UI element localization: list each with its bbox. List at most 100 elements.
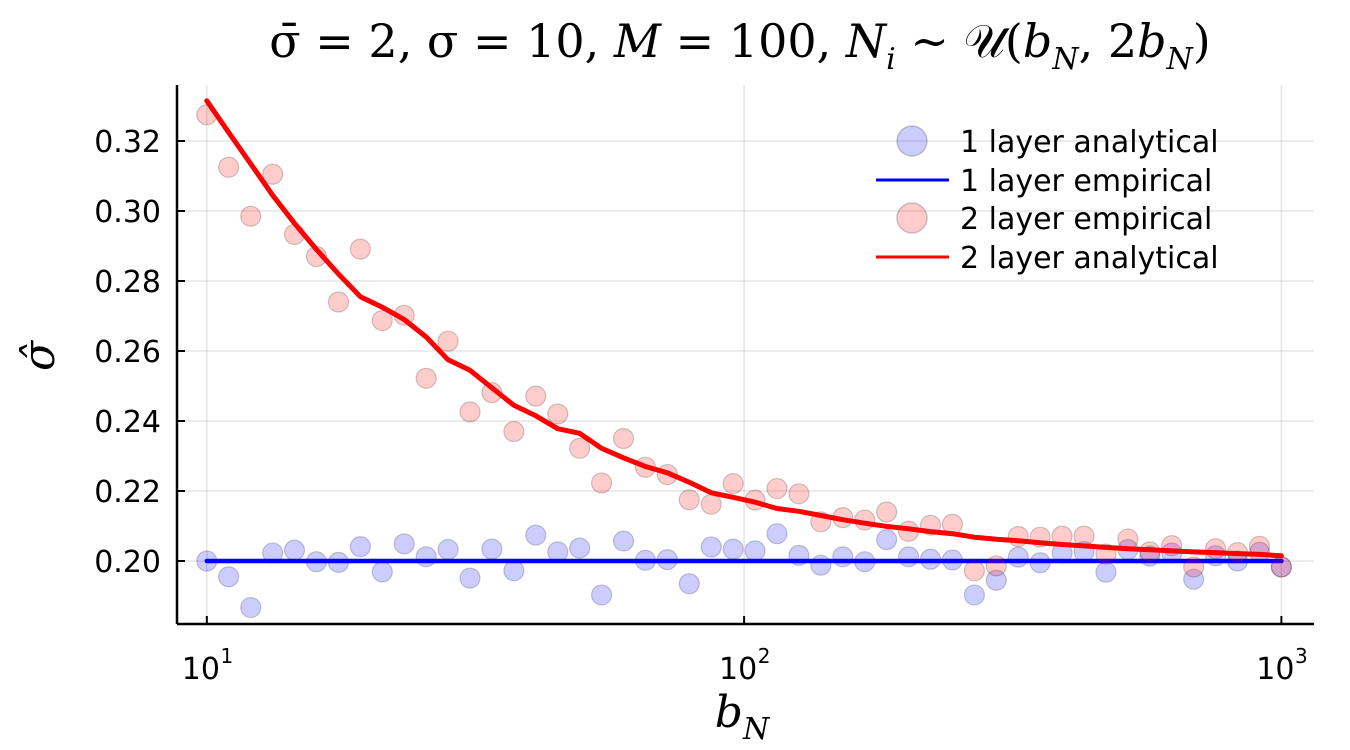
data-point-2-layer-empirical: [612, 427, 635, 450]
data-point-1-layer-analytical: [700, 536, 722, 558]
legend-item-2-layer-analytical: 2 layer analytical: [876, 241, 1219, 276]
data-point-2-layer-empirical: [766, 477, 788, 500]
data-point-2-layer-empirical: [525, 385, 547, 407]
data-point-1-layer-analytical: [503, 560, 525, 582]
chart-title: σ̄ = 2, σ = 10, M = 100, Ni ∼ 𝒰(bN, 2bN): [269, 14, 1211, 77]
chart-title-part: M: [613, 14, 663, 68]
data-point-2-layer-empirical: [569, 437, 591, 459]
legend-item-2-layer-empirical: 2 layer empirical: [896, 202, 1212, 237]
data-point-2-layer-empirical: [678, 489, 700, 511]
data-point-1-layer-analytical: [218, 566, 240, 588]
data-point-1-layer-analytical: [722, 538, 744, 560]
data-point-2-layer-empirical: [262, 163, 284, 185]
data-point-2-layer-empirical: [327, 291, 350, 313]
x-tick-label: 10: [182, 652, 220, 687]
chart-title-part: σ̄ = 2, σ = 10,: [269, 14, 614, 68]
x-axis-label: bN: [715, 687, 771, 747]
data-point-2-layer-empirical: [503, 420, 525, 443]
series-line-2-layer-analytical: [204, 98, 1284, 559]
data-point-1-layer-analytical: [1183, 568, 1205, 590]
data-point-1-layer-analytical: [459, 567, 481, 589]
chart-title-part: i: [886, 42, 896, 77]
data-point-1-layer-analytical: [985, 569, 1007, 591]
data-point-1-layer-analytical: [415, 546, 437, 568]
x-tick-label: 10: [719, 652, 757, 687]
legend-item-1-layer-empirical: 1 layer empirical: [876, 164, 1212, 199]
y-tick-label: 0.22: [94, 475, 161, 510]
legend-marker-blue-circle: [896, 125, 928, 157]
grid-lines: [177, 85, 1314, 624]
y-tick-label: 0.30: [94, 195, 161, 230]
data-point-1-layer-analytical: [393, 533, 415, 555]
data-point-1-layer-analytical: [569, 537, 591, 559]
data-point-1-layer-analytical: [1007, 546, 1029, 568]
x-tick-label: 10: [1256, 652, 1294, 687]
x-axis-label-main: b: [715, 687, 743, 738]
data-point-2-layer-empirical: [459, 401, 481, 423]
legend-marker-red-circle: [896, 202, 928, 234]
chart-title-part: N: [1051, 42, 1080, 77]
data-point-1-layer-analytical: [437, 538, 459, 561]
chart-title-part: (: [1005, 14, 1023, 68]
data-point-1-layer-analytical: [897, 546, 920, 568]
chart-title-part: ∼: [896, 14, 964, 68]
data-point-2-layer-empirical: [590, 472, 613, 494]
data-point-2-layer-empirical: [963, 560, 985, 582]
x-tick-labels: 10 1 10 2 10 3: [182, 616, 1308, 687]
data-point-2-layer-empirical: [788, 483, 810, 505]
data-point-2-layer-empirical: [437, 330, 459, 352]
data-point-2-layer-empirical: [547, 403, 569, 425]
data-point-1-layer-analytical: [283, 539, 306, 561]
data-point-2-layer-empirical: [1205, 538, 1227, 560]
chart-title-part: N: [1166, 42, 1195, 77]
chart-title-part: 𝒰: [964, 14, 1011, 68]
data-point-2-layer-empirical: [1183, 556, 1205, 578]
data-point-2-layer-empirical: [985, 555, 1007, 577]
data-point-1-layer-analytical: [744, 540, 766, 562]
chart-title-part: ): [1193, 14, 1211, 68]
data-point-1-layer-analytical: [371, 561, 393, 583]
y-axis-label: σ̂: [14, 339, 65, 371]
x-tick-label-exponent: 2: [758, 644, 771, 668]
y-tick-label: 0.26: [94, 335, 161, 370]
x-tick-label-exponent: 3: [1295, 644, 1308, 668]
y-tick-label: 0.24: [94, 405, 161, 440]
legend-item-1-layer-analytical: 1 layer analytical: [896, 125, 1219, 160]
legend-label: 2 layer analytical: [960, 241, 1219, 276]
data-point-1-layer-analytical: [590, 584, 613, 606]
data-point-1-layer-analytical: [810, 554, 832, 576]
data-point-2-layer-empirical: [240, 205, 262, 227]
chart-title-part: b: [1023, 14, 1052, 68]
legend-label: 2 layer empirical: [960, 202, 1212, 237]
data-point-1-layer-analytical: [963, 584, 985, 606]
data-point-1-layer-analytical: [525, 524, 547, 546]
data-point-1-layer-analytical: [766, 523, 788, 545]
data-point-2-layer-empirical: [876, 501, 898, 523]
legend: 1 layer analytical 1 layer empirical 2 l…: [876, 125, 1219, 276]
data-point-2-layer-empirical: [1270, 556, 1292, 578]
legend-label: 1 layer analytical: [960, 125, 1219, 160]
chart-title-part: N: [845, 14, 888, 68]
chart-title-part: b: [1137, 14, 1166, 68]
data-point-1-layer-analytical: [832, 546, 854, 568]
data-point-1-layer-analytical: [240, 596, 262, 619]
data-point-2-layer-empirical: [722, 473, 744, 495]
data-point-2-layer-empirical: [700, 493, 722, 515]
data-point-2-layer-empirical: [371, 309, 393, 332]
y-tick-label: 0.28: [94, 265, 161, 300]
y-tick-label: 0.20: [94, 545, 161, 580]
x-axis-label-sub: N: [742, 712, 771, 747]
data-point-1-layer-analytical: [612, 530, 635, 552]
data-point-1-layer-analytical: [678, 573, 700, 595]
plot-area: [196, 98, 1292, 619]
data-point-1-layer-analytical: [1095, 561, 1117, 583]
chart-title-part: = 100,: [661, 14, 846, 68]
y-tick-labels: 0.20 0.22 0.24 0.26 0.28 0.30 0.32: [94, 125, 185, 580]
x-tick-label-exponent: 1: [220, 644, 233, 668]
chart-title-part: , 2: [1079, 14, 1138, 68]
data-point-1-layer-analytical: [349, 536, 371, 558]
y-tick-label: 0.32: [94, 125, 161, 160]
data-point-1-layer-analytical: [481, 538, 503, 560]
legend-label: 1 layer empirical: [960, 164, 1212, 199]
